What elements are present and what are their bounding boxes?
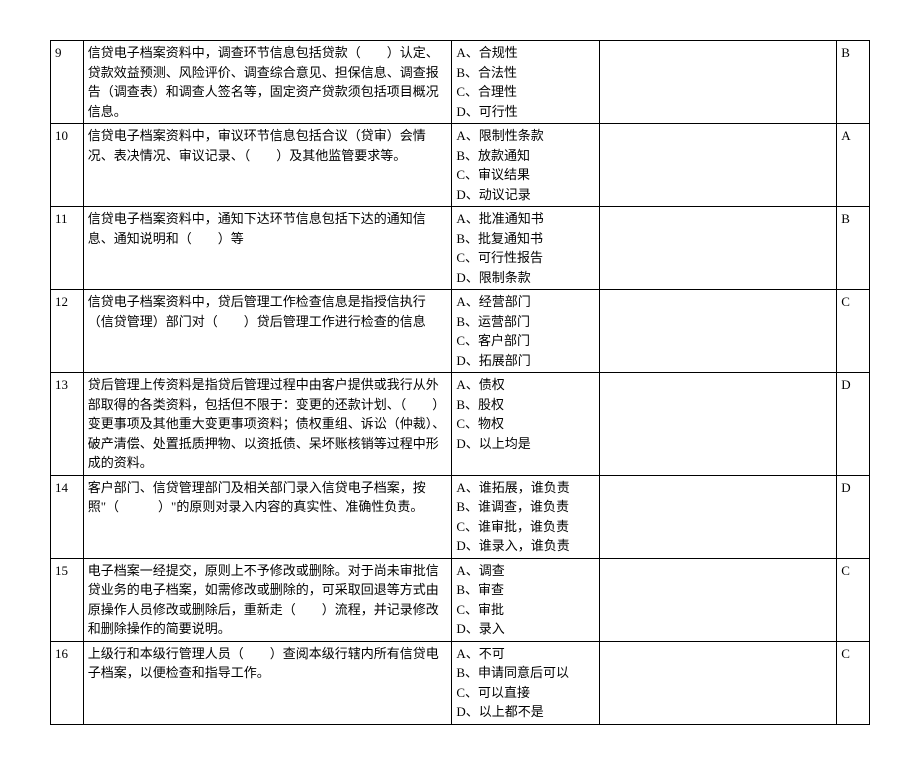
question-text: 信贷电子档案资料中，调查环节信息包括贷款（ ）认定、贷款效益预测、风险评价、调查… — [83, 41, 452, 124]
options-text: A、谁拓展，谁负责 B、谁调查，谁负责 C、谁审批，谁负责 D、谁录入，谁负责 — [452, 475, 599, 558]
answer-cell: B — [837, 41, 870, 124]
question-table: 9信贷电子档案资料中，调查环节信息包括贷款（ ）认定、贷款效益预测、风险评价、调… — [50, 40, 870, 725]
blank-cell — [599, 641, 837, 724]
row-number: 15 — [51, 558, 84, 641]
table-row: 12信贷电子档案资料中，贷后管理工作检查信息是指授信执行（信贷管理）部门对（ ）… — [51, 290, 870, 373]
question-text: 上级行和本级行管理人员（ ）查阅本级行辖内所有信贷电子档案，以便检查和指导工作。 — [83, 641, 452, 724]
blank-cell — [599, 124, 837, 207]
row-number: 11 — [51, 207, 84, 290]
options-text: A、限制性条款 B、放款通知 C、审议结果 D、动议记录 — [452, 124, 599, 207]
question-text: 客户部门、信贷管理部门及相关部门录入信贷电子档案，按照"（ ）"的原则对录入内容… — [83, 475, 452, 558]
row-number: 10 — [51, 124, 84, 207]
question-text: 信贷电子档案资料中，通知下达环节信息包括下达的通知信息、通知说明和（ ）等 — [83, 207, 452, 290]
options-text: A、合规性 B、合法性 C、合理性 D、可行性 — [452, 41, 599, 124]
row-number: 16 — [51, 641, 84, 724]
options-text: A、不可 B、申请同意后可以 C、可以直接 D、以上都不是 — [452, 641, 599, 724]
options-text: A、调查 B、审查 C、审批 D、录入 — [452, 558, 599, 641]
row-number: 13 — [51, 373, 84, 476]
table-row: 15电子档案一经提交，原则上不予修改或删除。对于尚未审批信贷业务的电子档案，如需… — [51, 558, 870, 641]
blank-cell — [599, 207, 837, 290]
table-row: 10信贷电子档案资料中，审议环节信息包括合议（贷审）会情况、表决情况、审议记录、… — [51, 124, 870, 207]
blank-cell — [599, 290, 837, 373]
question-text: 信贷电子档案资料中，贷后管理工作检查信息是指授信执行（信贷管理）部门对（ ）贷后… — [83, 290, 452, 373]
options-text: A、债权 B、股权 C、物权 D、以上均是 — [452, 373, 599, 476]
options-text: A、经营部门 B、运营部门 C、客户部门 D、拓展部门 — [452, 290, 599, 373]
options-text: A、批准通知书 B、批复通知书 C、可行性报告 D、限制条款 — [452, 207, 599, 290]
blank-cell — [599, 558, 837, 641]
answer-cell: D — [837, 475, 870, 558]
row-number: 9 — [51, 41, 84, 124]
blank-cell — [599, 475, 837, 558]
table-row: 16上级行和本级行管理人员（ ）查阅本级行辖内所有信贷电子档案，以便检查和指导工… — [51, 641, 870, 724]
table-row: 13贷后管理上传资料是指贷后管理过程中由客户提供或我行从外部取得的各类资料，包括… — [51, 373, 870, 476]
blank-cell — [599, 41, 837, 124]
answer-cell: D — [837, 373, 870, 476]
row-number: 14 — [51, 475, 84, 558]
question-text: 贷后管理上传资料是指贷后管理过程中由客户提供或我行从外部取得的各类资料，包括但不… — [83, 373, 452, 476]
answer-cell: A — [837, 124, 870, 207]
answer-cell: C — [837, 641, 870, 724]
blank-cell — [599, 373, 837, 476]
table-row: 9信贷电子档案资料中，调查环节信息包括贷款（ ）认定、贷款效益预测、风险评价、调… — [51, 41, 870, 124]
question-text: 信贷电子档案资料中，审议环节信息包括合议（贷审）会情况、表决情况、审议记录、（ … — [83, 124, 452, 207]
table-row: 14客户部门、信贷管理部门及相关部门录入信贷电子档案，按照"（ ）"的原则对录入… — [51, 475, 870, 558]
answer-cell: C — [837, 290, 870, 373]
table-row: 11信贷电子档案资料中，通知下达环节信息包括下达的通知信息、通知说明和（ ）等A… — [51, 207, 870, 290]
answer-cell: C — [837, 558, 870, 641]
row-number: 12 — [51, 290, 84, 373]
answer-cell: B — [837, 207, 870, 290]
question-text: 电子档案一经提交，原则上不予修改或删除。对于尚未审批信贷业务的电子档案，如需修改… — [83, 558, 452, 641]
